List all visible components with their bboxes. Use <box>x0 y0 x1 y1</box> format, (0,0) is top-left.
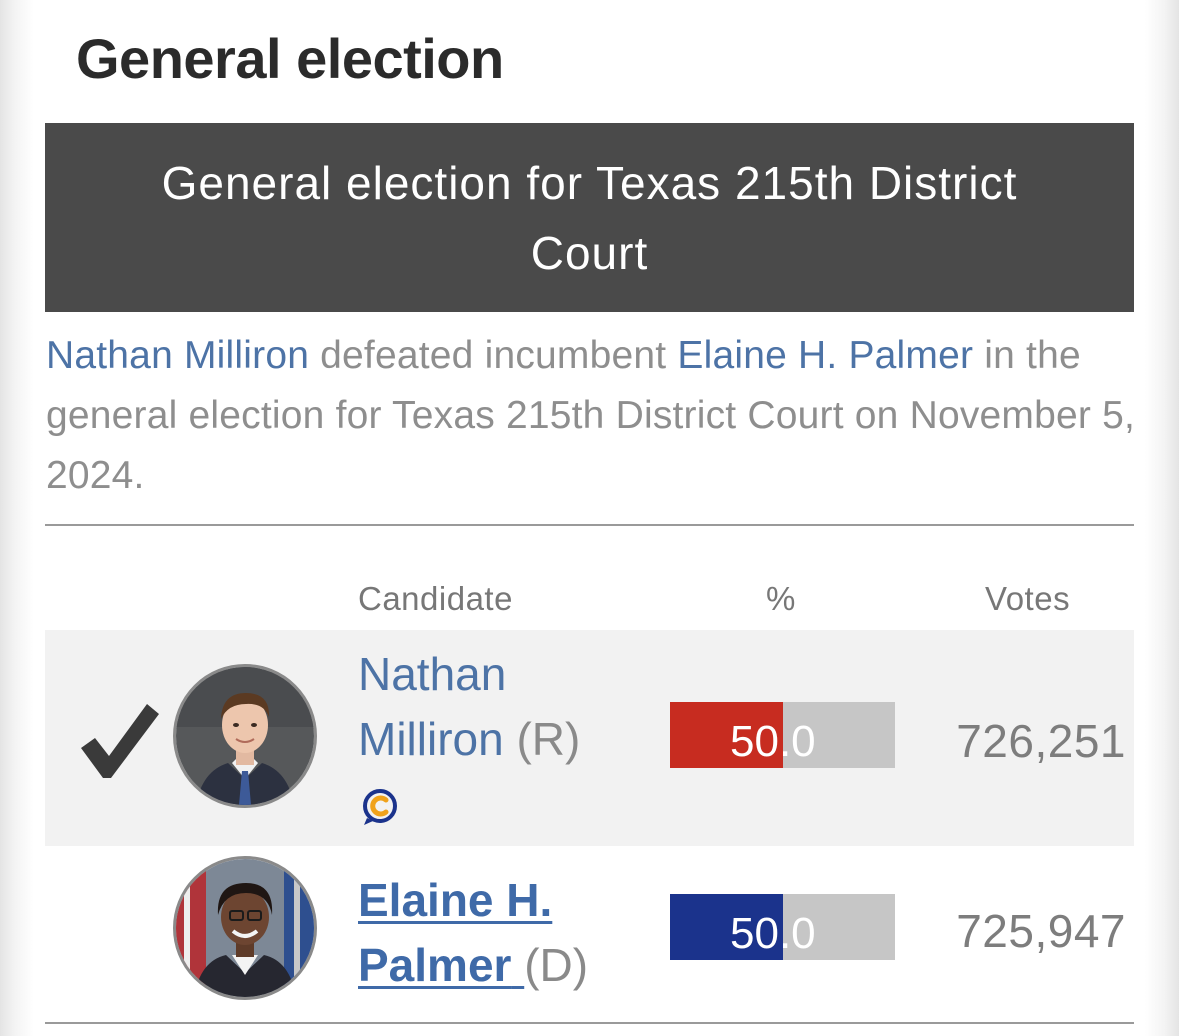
avatar[interactable] <box>173 664 317 808</box>
candidate-first-name: Nathan <box>358 648 507 700</box>
candidate-last-name: Palmer <box>358 939 512 991</box>
table-row: Nathan Milliron (R) 50.0 726,251 <box>45 630 1134 846</box>
vote-share-bar: 50.0 <box>670 894 895 960</box>
column-header-votes: Votes <box>985 580 1071 617</box>
section-title: General election <box>76 27 504 90</box>
race-header-text: General election for Texas 215th Distric… <box>161 156 1018 279</box>
column-header-candidate: Candidate <box>358 580 513 617</box>
winner-check-icon <box>81 704 159 778</box>
vote-share-fill <box>670 702 783 768</box>
avatar[interactable] <box>173 856 317 1000</box>
candidate-photo <box>176 859 314 997</box>
party-label: (R) <box>516 713 581 765</box>
winner-link[interactable]: Nathan Milliron <box>46 334 310 377</box>
race-summary: Nathan Milliron defeated incumbent Elain… <box>46 326 1136 506</box>
vote-count: 726,251 <box>956 715 1126 767</box>
table-row: Elaine H. Palmer (D) 50.0 725,947 <box>45 846 1134 1022</box>
summary-text-2: in the general election for Texas 215th … <box>46 334 1136 497</box>
candidate-photo <box>176 667 314 805</box>
candidate-name[interactable]: Nathan Milliron (R) <box>358 642 580 772</box>
ballotpedia-c-icon[interactable] <box>361 788 399 826</box>
vote-count: 725,947 <box>956 905 1126 957</box>
incumbent-link[interactable]: Elaine H. Palmer <box>677 334 974 377</box>
vote-share-fill <box>670 894 783 960</box>
vote-share-label: 50.0 <box>730 909 816 958</box>
candidate-first-name: Elaine H. <box>358 874 553 926</box>
column-header-percent: % <box>766 580 796 617</box>
summary-text-1: defeated incumbent <box>309 334 678 377</box>
vote-share-label: 50.0 <box>730 717 816 766</box>
bottom-divider <box>45 1022 1134 1024</box>
vote-share-bar: 50.0 <box>670 702 895 768</box>
candidate-name-link[interactable]: Elaine H. Palmer (D) <box>358 868 588 998</box>
candidate-last-name: Milliron <box>358 713 504 765</box>
party-label: (D) <box>524 939 589 991</box>
top-divider <box>45 524 1134 526</box>
race-header: General election for Texas 215th Distric… <box>45 123 1134 312</box>
